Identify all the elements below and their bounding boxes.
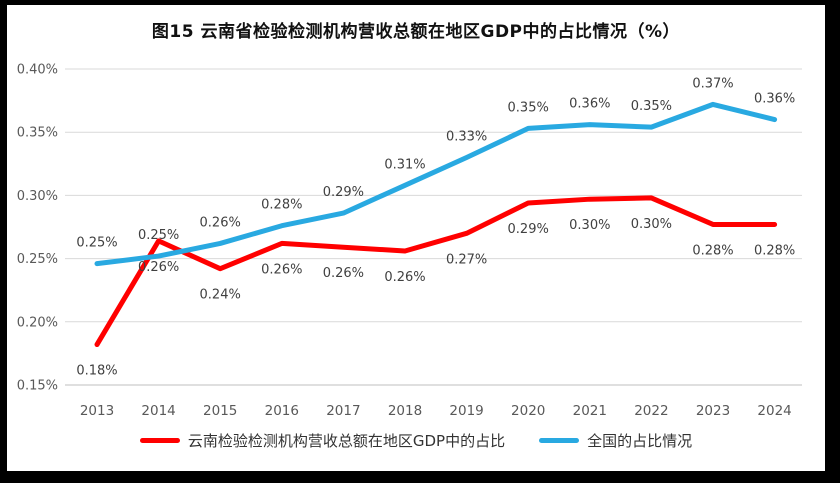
data-point-label-s0: 0.26%: [323, 266, 364, 281]
data-point-label-s1: 0.28%: [261, 198, 302, 213]
data-point-label-s0: 0.30%: [569, 218, 610, 233]
chart-canvas: 图15 云南省检验检测机构营收总额在地区GDP中的占比情况（%） 0.40% 0.…: [7, 5, 825, 471]
chart-legend: 云南检验检测机构营收总额在地区GDP中的占比 全国的占比情况: [7, 430, 825, 451]
data-point-label-s0: 0.27%: [446, 252, 487, 267]
data-point-label-s1: 0.36%: [754, 92, 795, 107]
x-axis-tick-label: 2015: [203, 403, 237, 419]
data-point-label-s1: 0.35%: [631, 99, 672, 114]
data-point-label-s0: 0.26%: [138, 260, 179, 275]
x-axis-tick-label: 2013: [80, 403, 114, 419]
data-point-label-s0: 0.18%: [76, 364, 117, 379]
x-axis-tick-label: 2023: [696, 403, 730, 419]
y-axis-tick-label: 0.20%: [17, 315, 58, 330]
x-axis-tick-label: 2017: [326, 403, 360, 419]
data-point-label-s1: 0.37%: [692, 76, 733, 91]
data-point-label-s1: 0.25%: [138, 228, 179, 243]
x-axis-tick-label: 2024: [757, 403, 791, 419]
data-point-label-s0: 0.26%: [384, 270, 425, 285]
x-axis-tick-label: 2020: [511, 403, 545, 419]
chart-title: 图15 云南省检验检测机构营收总额在地区GDP中的占比情况（%）: [151, 22, 681, 42]
legend-swatch-icon: [139, 438, 180, 443]
y-axis-tick-label: 0.15%: [17, 379, 58, 394]
x-axis-tick-label: 2021: [573, 403, 607, 419]
series-line-0: [94, 195, 778, 348]
series-line-1: [94, 101, 778, 267]
y-axis-tick-label: 0.40%: [17, 63, 58, 78]
chart-svg: 0.40% 0.35% 0.30% 0.25% 0.20% 0.15% 2013 2014 20…: [17, 63, 802, 419]
x-axis-tick-label: 2022: [634, 403, 668, 419]
y-axis-tick-label: 0.30%: [17, 189, 58, 204]
data-point-label-s0: 0.24%: [200, 288, 241, 303]
data-point-label-s1: 0.29%: [323, 185, 364, 200]
y-axis-tick-label: 0.25%: [17, 252, 58, 267]
x-axis-tick-label: 2019: [449, 403, 483, 419]
legend-label: 全国的占比情况: [587, 432, 693, 450]
data-point-label-s1: 0.25%: [76, 236, 117, 251]
x-axis-tick-label: 2018: [388, 403, 422, 419]
data-point-label-s0: 0.26%: [261, 262, 302, 277]
data-point-label-s0: 0.30%: [631, 217, 672, 232]
data-point-label-s1: 0.33%: [446, 129, 487, 144]
legend-swatch-icon: [539, 438, 580, 443]
data-point-label-s0: 0.28%: [692, 243, 733, 258]
legend-item-1: 全国的占比情况: [539, 430, 692, 451]
data-point-label-s1: 0.26%: [200, 215, 241, 230]
data-point-label-s1: 0.35%: [508, 100, 549, 115]
y-axis-tick-label: 0.35%: [17, 126, 58, 141]
legend-label: 云南检验检测机构营收总额在地区GDP中的占比: [187, 432, 506, 450]
x-axis-tick-label: 2014: [141, 403, 175, 419]
data-point-label-s0: 0.28%: [754, 243, 795, 258]
data-point-label-s1: 0.31%: [384, 157, 425, 172]
x-axis-tick-label: 2016: [265, 403, 299, 419]
data-point-label-s1: 0.36%: [569, 97, 610, 112]
legend-item-0: 云南检验检测机构营收总额在地区GDP中的占比: [139, 430, 506, 451]
data-point-label-s0: 0.29%: [508, 222, 549, 237]
